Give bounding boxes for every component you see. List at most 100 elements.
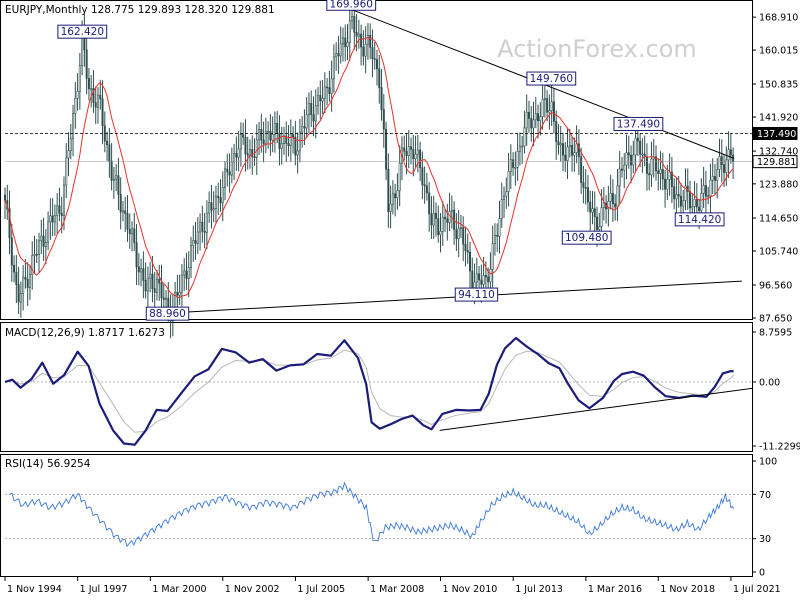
candle-body bbox=[42, 235, 45, 247]
candle-body bbox=[584, 187, 587, 189]
candle-body bbox=[684, 185, 687, 201]
candle-body bbox=[33, 253, 36, 256]
candle-body bbox=[165, 297, 168, 300]
candle-body bbox=[117, 175, 120, 195]
candle-body bbox=[366, 34, 369, 45]
candle-body bbox=[625, 152, 628, 166]
candle-body bbox=[405, 150, 408, 157]
price-label-box bbox=[526, 71, 577, 86]
macd-y-tick-label: -11.2299 bbox=[759, 441, 800, 452]
candle-body bbox=[450, 209, 453, 212]
candle-body bbox=[725, 159, 728, 173]
candle-body bbox=[17, 284, 20, 303]
candle-body bbox=[691, 206, 694, 209]
candle-body bbox=[312, 114, 315, 122]
candle-body bbox=[534, 113, 537, 121]
candle-body bbox=[598, 226, 601, 230]
candle-body bbox=[491, 243, 494, 270]
candle-body bbox=[555, 121, 558, 142]
x-tick-label: 1 Jul 2021 bbox=[733, 584, 781, 595]
candle-body bbox=[292, 134, 295, 138]
candle-body bbox=[210, 202, 213, 211]
macd-line bbox=[4, 336, 734, 446]
candle-body bbox=[634, 137, 637, 156]
candle-body bbox=[700, 193, 703, 211]
candle-body bbox=[271, 133, 274, 141]
candle-body bbox=[389, 203, 392, 212]
candle-body bbox=[507, 171, 510, 192]
candle-body bbox=[432, 213, 435, 226]
price-label-box bbox=[326, 0, 377, 11]
candle-body bbox=[323, 86, 326, 99]
candle-body bbox=[35, 253, 38, 256]
candle-body bbox=[668, 171, 671, 180]
candle-body bbox=[285, 135, 288, 144]
candle-body bbox=[90, 88, 93, 90]
candle-body bbox=[246, 153, 249, 156]
axes: 168.910 160.015 150.835 141.920 132.740 123.8… bbox=[4, 13, 800, 595]
candle-body bbox=[262, 139, 265, 145]
candle-body bbox=[657, 170, 660, 174]
candle-body bbox=[396, 190, 399, 199]
candle-body bbox=[22, 276, 25, 294]
candle-body bbox=[144, 279, 147, 292]
candle-body bbox=[142, 268, 145, 281]
candle-body bbox=[394, 193, 397, 199]
candle-body bbox=[398, 162, 401, 191]
candle-body bbox=[155, 278, 158, 293]
price-label-text: 137.490 bbox=[617, 118, 660, 130]
candle-body bbox=[525, 111, 528, 129]
price-label-text: 94.110 bbox=[458, 289, 495, 301]
candle-body bbox=[351, 16, 354, 22]
candle-body bbox=[162, 297, 165, 300]
candle-body bbox=[140, 268, 143, 273]
candle-body bbox=[214, 195, 217, 209]
candle-body bbox=[711, 176, 714, 181]
price-tag-label: 129.881 bbox=[757, 157, 796, 168]
candle-body bbox=[571, 144, 574, 156]
candle-body bbox=[439, 231, 442, 236]
candle-body bbox=[280, 143, 283, 149]
candle-body bbox=[362, 46, 365, 57]
price-label: 169.960 bbox=[326, 0, 377, 11]
candle-body bbox=[521, 145, 524, 148]
candle-body bbox=[178, 291, 181, 296]
candle-body bbox=[623, 164, 626, 171]
candle-body bbox=[10, 237, 13, 266]
candle-body bbox=[562, 143, 565, 156]
candle-body bbox=[115, 175, 118, 180]
candle-body bbox=[679, 195, 682, 207]
candle-body bbox=[514, 167, 517, 169]
candle-body bbox=[253, 156, 256, 158]
candle-body bbox=[13, 264, 16, 273]
candle-body bbox=[527, 111, 530, 119]
candle-body bbox=[423, 184, 426, 187]
candle-body bbox=[160, 282, 163, 299]
candle-body bbox=[176, 292, 179, 296]
candle-body bbox=[410, 146, 413, 150]
candle-body bbox=[124, 210, 127, 214]
price-label: 137.490 bbox=[613, 116, 664, 131]
candle-body bbox=[31, 255, 34, 275]
price-trendline bbox=[167, 280, 742, 314]
candle-body bbox=[283, 135, 286, 144]
price-label-text: 88.960 bbox=[149, 308, 186, 320]
candle-body bbox=[459, 227, 462, 229]
candle-body bbox=[462, 227, 465, 245]
candle-body bbox=[455, 229, 458, 239]
candle-body bbox=[8, 208, 11, 239]
candle-body bbox=[589, 201, 592, 213]
candle-body bbox=[317, 95, 320, 107]
candle-body bbox=[58, 205, 61, 214]
candle-body bbox=[620, 168, 623, 171]
y-tick-label: 123.880 bbox=[759, 179, 798, 190]
candle-body bbox=[568, 144, 571, 148]
candle-body bbox=[233, 153, 236, 163]
candle-body bbox=[190, 245, 193, 268]
candle-body bbox=[713, 176, 716, 181]
candle-body bbox=[305, 114, 308, 129]
price-label-box bbox=[674, 212, 725, 227]
candle-body bbox=[677, 194, 680, 197]
candle-body bbox=[296, 150, 299, 156]
candle-body bbox=[330, 78, 333, 95]
